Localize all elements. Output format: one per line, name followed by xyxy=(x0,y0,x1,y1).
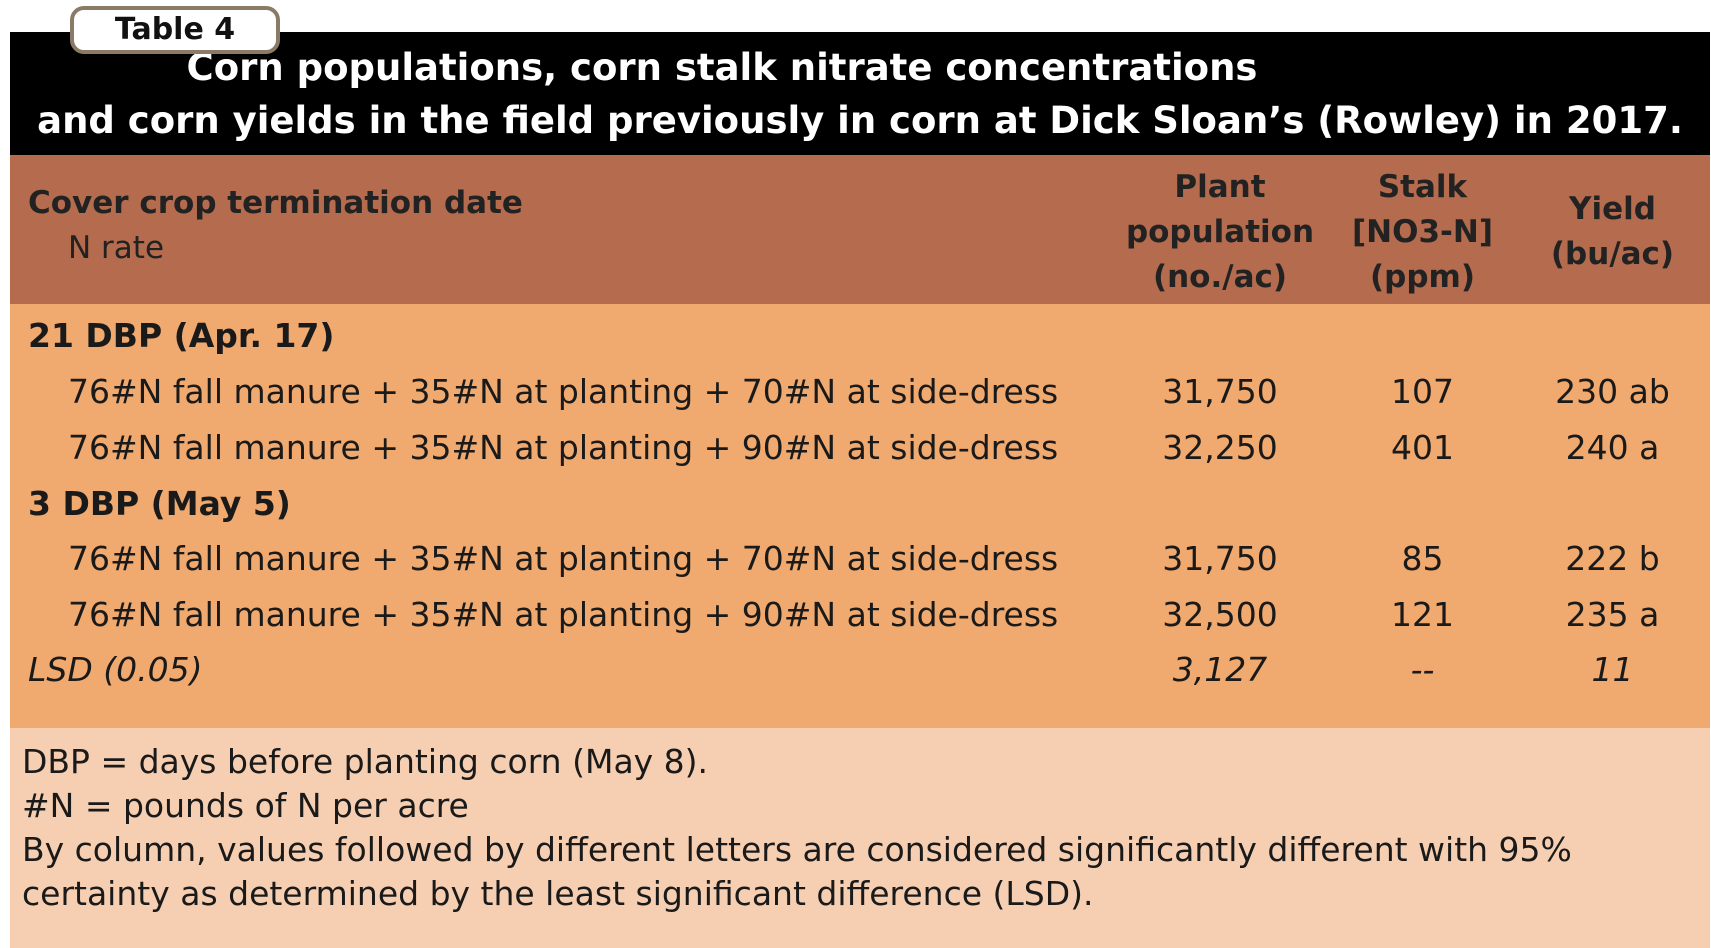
table-number-label: Table 4 xyxy=(70,6,280,54)
table-title-line-1: Corn populations, corn stalk nitrate con… xyxy=(186,46,1258,89)
header-plant-population-line: Plant xyxy=(1174,169,1266,205)
cell-stalk: 85 xyxy=(1401,539,1444,578)
lsd-label: LSD (0.05) xyxy=(28,650,203,689)
footnote-line: certainty as determined by the least sig… xyxy=(22,874,1094,913)
cell-stalk: 121 xyxy=(1391,595,1454,634)
header-n-rate: N rate xyxy=(68,230,165,266)
header-plant-population: Plant population (no./ac) xyxy=(1110,165,1330,300)
cell-stalk: 401 xyxy=(1391,428,1454,467)
header-stalk-nitrate: Stalk [NO3-N] (ppm) xyxy=(1330,165,1515,300)
cell-stalk: 107 xyxy=(1391,372,1454,411)
footnote-line: By column, values followed by different … xyxy=(22,830,1572,869)
table-title-bar: Corn populations, corn stalk nitrate con… xyxy=(10,32,1710,155)
cell-yield: 235 a xyxy=(1565,595,1660,634)
header-yield-line: (bu/ac) xyxy=(1550,236,1675,272)
table-title-line-2: and corn yields in the field previously … xyxy=(37,99,1683,142)
row-label: 76#N fall manure + 35#N at planting + 70… xyxy=(68,539,1059,578)
cell-population: 31,750 xyxy=(1162,372,1278,411)
header-yield-line: Yield xyxy=(1569,191,1656,227)
table-header: Cover crop termination date N rate Plant… xyxy=(10,155,1710,304)
header-termination-date: Cover crop termination date xyxy=(28,185,523,221)
header-stalk-line: Stalk xyxy=(1377,169,1468,205)
row-label: 76#N fall manure + 35#N at planting + 70… xyxy=(68,372,1059,411)
cell-population: 31,750 xyxy=(1162,539,1278,578)
data-table: Corn populations, corn stalk nitrate con… xyxy=(10,32,1710,948)
header-plant-population-line: population xyxy=(1125,214,1315,250)
header-yield: Yield (bu/ac) xyxy=(1515,187,1710,277)
lsd-stalk: -- xyxy=(1410,650,1435,689)
footnote-line: #N = pounds of N per acre xyxy=(22,786,469,825)
cell-population: 32,250 xyxy=(1162,428,1278,467)
lsd-population: 3,127 xyxy=(1172,650,1268,689)
group-label: 21 DBP (Apr. 17) xyxy=(28,316,335,355)
header-stalk-line: [NO3-N] xyxy=(1351,214,1493,250)
header-plant-population-line: (no./ac) xyxy=(1152,259,1288,295)
footnote-line: DBP = days before planting corn (May 8). xyxy=(22,742,709,781)
cell-population: 32,500 xyxy=(1162,595,1278,634)
table-body: 21 DBP (Apr. 17) 76#N fall manure + 35#N… xyxy=(10,304,1710,728)
cell-yield: 240 a xyxy=(1565,428,1660,467)
row-label: 76#N fall manure + 35#N at planting + 90… xyxy=(68,428,1059,467)
cell-yield: 222 b xyxy=(1565,539,1660,578)
row-label: 76#N fall manure + 35#N at planting + 90… xyxy=(68,595,1059,634)
cell-yield: 230 ab xyxy=(1555,372,1670,411)
lsd-yield: 11 xyxy=(1591,650,1634,689)
table-footnotes: DBP = days before planting corn (May 8).… xyxy=(10,728,1710,948)
group-label: 3 DBP (May 5) xyxy=(28,484,291,523)
header-stalk-line: (ppm) xyxy=(1369,259,1476,295)
